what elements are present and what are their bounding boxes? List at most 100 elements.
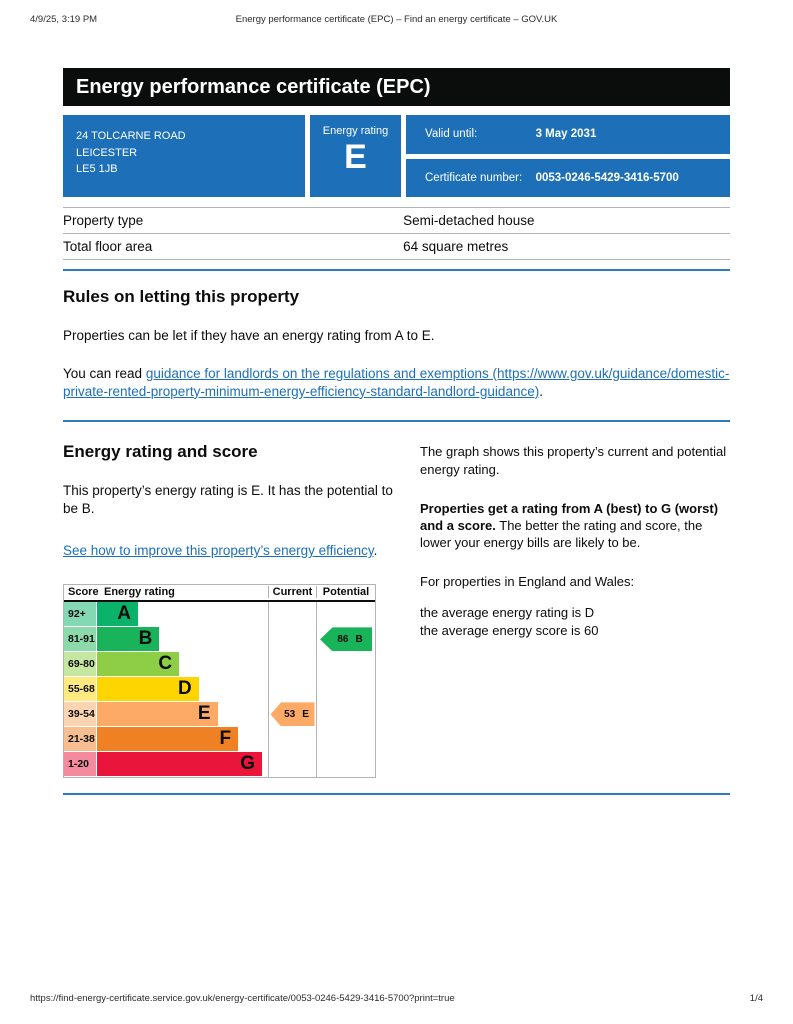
epc-current-cell xyxy=(268,626,316,652)
epc-score-range: 81-91 xyxy=(64,626,97,652)
score-column-header: Score xyxy=(68,586,99,599)
epc-score-range: 55-68 xyxy=(64,676,97,702)
landlord-guidance-link[interactable]: guidance for landlords on the regulation… xyxy=(63,365,730,399)
epc-band-bar-a: A xyxy=(97,601,139,626)
epc-current-cell xyxy=(268,651,316,677)
epc-band-row-d: 55-68 D xyxy=(64,676,375,702)
floor-area-value: 64 square metres xyxy=(403,239,509,254)
guidance-text-prefix: You can read xyxy=(63,365,146,381)
rating-scale-paragraph: Properties get a rating from A (best) to… xyxy=(420,500,730,551)
energy-rating-value: E xyxy=(344,138,367,176)
potential-band-letter: B xyxy=(355,633,363,645)
address-line-3: LE5 1JB xyxy=(76,163,118,175)
england-wales-paragraph: For properties in England and Wales: xyxy=(420,574,635,590)
epc-bar-column: F xyxy=(97,726,268,752)
property-details-table: Property type Semi-detached house Total … xyxy=(63,207,730,260)
guidance-paragraph: You can read guidance for landlords on t… xyxy=(63,365,730,401)
link-suffix: . xyxy=(373,543,378,559)
footer-page-number: 1/4 xyxy=(749,993,763,1004)
epc-bar-column: C xyxy=(97,651,268,677)
epc-band-row-g: 1-20 G xyxy=(64,751,375,777)
energy-rating-box: Energy rating E xyxy=(310,115,401,197)
validity-column: Valid until: 3 May 2031 Certificate numb… xyxy=(406,115,730,197)
epc-band-bar-d: D xyxy=(97,676,199,701)
epc-chart-rows: 92+ A 81-91 B 86 B 69-80 C 55-68 D 39-54 E 53 E 21-38 F… xyxy=(64,601,375,777)
epc-current-cell: 53 E xyxy=(268,701,316,727)
rules-paragraph: Properties can be let if they have an en… xyxy=(63,328,435,343)
page-title: Energy performance certificate (EPC) xyxy=(63,68,730,106)
browser-print-header: 4/9/25, 3:19 PM Energy performance certi… xyxy=(30,14,763,28)
epc-band-bar-f: F xyxy=(97,726,239,751)
potential-column-header: Potential xyxy=(316,586,375,599)
average-stats: the average energy rating is D the avera… xyxy=(420,604,730,639)
section-divider xyxy=(63,420,730,423)
epc-band-bar-g: G xyxy=(97,751,262,776)
certificate-content: Energy performance certificate (EPC) 24 … xyxy=(63,68,730,795)
epc-potential-cell xyxy=(316,751,375,777)
current-band-letter: E xyxy=(302,708,309,720)
epc-score-range: 69-80 xyxy=(64,651,97,677)
epc-bar-column: E xyxy=(97,701,268,727)
epc-bar-column: G xyxy=(97,751,268,777)
property-type-value: Semi-detached house xyxy=(403,213,535,228)
energy-rating-column-header: Energy rating xyxy=(104,586,175,599)
property-type-label: Property type xyxy=(63,213,144,228)
rating-section-heading: Energy rating and score xyxy=(63,442,258,462)
current-rating-arrow: 53 E xyxy=(270,702,315,727)
address-line-2: LEICESTER xyxy=(76,146,138,159)
epc-band-row-e: 39-54 E 53 E xyxy=(64,701,375,727)
energy-rating-label: Energy rating xyxy=(322,125,389,137)
epc-current-cell xyxy=(268,676,316,702)
epc-potential-cell xyxy=(316,701,375,727)
epc-current-cell xyxy=(268,601,316,627)
epc-potential-cell xyxy=(316,676,375,702)
section-divider xyxy=(63,792,730,795)
epc-potential-cell: 86 B xyxy=(316,626,375,652)
table-row: Property type Semi-detached house xyxy=(63,208,730,234)
epc-bar-column: A xyxy=(97,601,268,627)
property-address: 24 TOLCARNE ROAD LEICESTER LE5 1JB xyxy=(63,115,305,197)
epc-band-bar-b: B xyxy=(97,626,160,651)
potential-rating-arrow: 86 B xyxy=(320,627,372,652)
rating-right-column: The graph shows this property’s current … xyxy=(420,442,730,777)
guidance-text-suffix: . xyxy=(539,383,543,399)
improve-efficiency-paragraph: See how to improve this property’s energ… xyxy=(63,542,393,560)
floor-area-label: Total floor area xyxy=(63,239,153,254)
certificate-number-box: Certificate number: 0053-0246-5429-3416-… xyxy=(406,158,730,197)
address-line-1: 24 TOLCARNE ROAD xyxy=(76,130,186,142)
epc-bar-column: D xyxy=(97,676,268,702)
epc-current-cell xyxy=(268,726,316,752)
epc-band-row-b: 81-91 B 86 B xyxy=(64,626,375,652)
epc-band-row-a: 92+ A xyxy=(64,601,375,627)
epc-band-bar-c: C xyxy=(97,651,180,676)
epc-score-range: 39-54 xyxy=(64,701,97,727)
epc-band-row-f: 21-38 F xyxy=(64,726,375,752)
rating-scale-bold-text: Properties get a rating from A (best) to… xyxy=(420,500,719,533)
valid-until-box: Valid until: 3 May 2031 xyxy=(406,115,730,154)
epc-potential-cell xyxy=(316,651,375,677)
epc-score-range: 92+ xyxy=(64,601,97,627)
certificate-summary: 24 TOLCARNE ROAD LEICESTER LE5 1JB Energ… xyxy=(63,115,730,197)
valid-until-label: Valid until: xyxy=(425,128,478,141)
table-row: Total floor area 64 square metres xyxy=(63,234,730,260)
section-divider xyxy=(63,269,730,271)
epc-band-bar-e: E xyxy=(97,701,218,726)
energy-rating-section: Energy rating and score This property’s … xyxy=(63,442,730,778)
potential-score: 86 xyxy=(337,633,349,645)
average-score-line: the average energy score is 60 xyxy=(420,622,599,638)
valid-until-value: 3 May 2031 xyxy=(535,128,597,141)
rating-scale-rest-text: The better the rating and score, the low… xyxy=(420,517,703,551)
epc-score-range: 1-20 xyxy=(64,751,97,777)
improve-efficiency-link[interactable]: See how to improve this property’s energ… xyxy=(63,543,374,559)
current-column-header: Current xyxy=(268,586,316,599)
epc-rating-chart: Score Energy rating Current Potential 92… xyxy=(63,583,376,778)
certificate-number-value: 0053-0246-5429-3416-5700 xyxy=(535,171,679,184)
rating-left-column: Energy rating and score This property’s … xyxy=(63,442,393,778)
graph-explainer-paragraph: The graph shows this property’s current … xyxy=(420,444,727,477)
average-rating-line: the average energy rating is D xyxy=(420,605,595,621)
epc-potential-cell xyxy=(316,601,375,627)
certificate-number-label: Certificate number: xyxy=(425,171,523,184)
epc-potential-cell xyxy=(316,726,375,752)
print-document-title: Energy performance certificate (EPC) – F… xyxy=(235,14,558,25)
